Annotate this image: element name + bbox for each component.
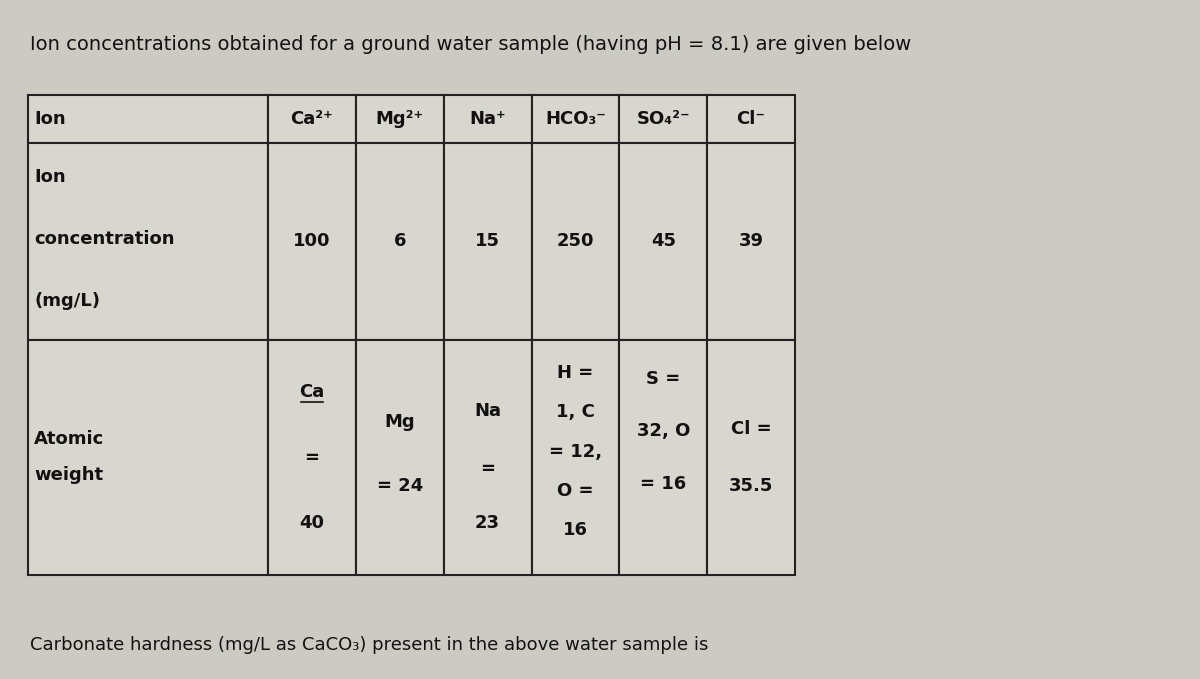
Text: 6: 6 — [394, 232, 406, 251]
Text: 45: 45 — [650, 232, 676, 251]
Bar — [444, 340, 532, 575]
Bar — [356, 143, 444, 340]
Bar — [444, 95, 532, 143]
Text: Cl⁻: Cl⁻ — [737, 110, 766, 128]
Text: = 24: = 24 — [377, 477, 422, 495]
Text: Ion: Ion — [34, 168, 66, 186]
Text: 250: 250 — [557, 232, 594, 251]
Text: =: = — [305, 449, 319, 466]
Text: 15: 15 — [475, 232, 500, 251]
Text: H =: H = — [557, 365, 594, 382]
Bar — [619, 95, 707, 143]
Text: Ca²⁺: Ca²⁺ — [290, 110, 334, 128]
Text: O =: O = — [557, 482, 594, 500]
Bar — [356, 95, 444, 143]
Bar — [619, 143, 707, 340]
Bar — [532, 95, 619, 143]
Text: 40: 40 — [300, 514, 324, 532]
Text: Mg²⁺: Mg²⁺ — [376, 110, 424, 128]
Text: Na⁺: Na⁺ — [469, 110, 506, 128]
Text: HCO₃⁻: HCO₃⁻ — [545, 110, 606, 128]
Text: 35.5: 35.5 — [728, 477, 773, 495]
Bar — [28, 143, 268, 340]
Text: Ion concentrations obtained for a ground water sample (having pH = 8.1) are give: Ion concentrations obtained for a ground… — [30, 35, 911, 54]
Text: Na: Na — [474, 401, 502, 420]
Text: 23: 23 — [475, 514, 500, 532]
Bar — [707, 340, 796, 575]
Text: Mg: Mg — [384, 414, 415, 431]
Bar — [707, 95, 796, 143]
Bar — [532, 340, 619, 575]
Bar — [707, 143, 796, 340]
Text: Atomic: Atomic — [34, 430, 104, 449]
Text: Carbonate hardness (mg/L as CaCO₃) present in the above water sample is: Carbonate hardness (mg/L as CaCO₃) prese… — [30, 636, 708, 654]
Text: = 16: = 16 — [640, 475, 686, 492]
Text: 100: 100 — [293, 232, 331, 251]
Text: =: = — [480, 460, 496, 478]
Bar — [268, 95, 356, 143]
Text: 1, C: 1, C — [556, 403, 595, 422]
Text: Cl =: Cl = — [731, 420, 772, 439]
Bar — [444, 143, 532, 340]
Text: 16: 16 — [563, 521, 588, 539]
Text: 32, O: 32, O — [636, 422, 690, 441]
Bar — [532, 143, 619, 340]
Bar — [28, 340, 268, 575]
Bar — [268, 340, 356, 575]
Text: Ca: Ca — [299, 383, 324, 401]
Bar — [356, 340, 444, 575]
Text: = 12,: = 12, — [548, 443, 602, 460]
Text: S =: S = — [646, 370, 680, 388]
Text: SO₄²⁻: SO₄²⁻ — [636, 110, 690, 128]
Text: 39: 39 — [738, 232, 763, 251]
Text: (mg/L): (mg/L) — [34, 291, 100, 310]
Text: weight: weight — [34, 466, 103, 485]
Bar — [28, 95, 268, 143]
Text: Ion: Ion — [34, 110, 66, 128]
Bar — [619, 340, 707, 575]
Text: concentration: concentration — [34, 230, 174, 248]
Bar — [268, 143, 356, 340]
